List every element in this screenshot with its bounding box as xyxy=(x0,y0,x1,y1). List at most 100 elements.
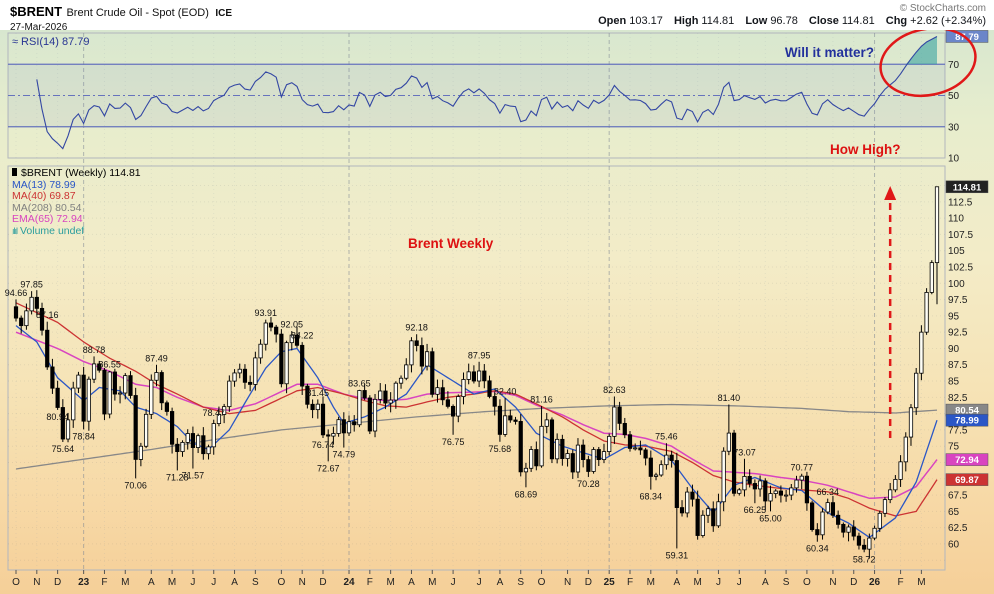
svg-text:25: 25 xyxy=(604,577,616,588)
svg-text:87.95: 87.95 xyxy=(468,350,491,360)
ema65-line xyxy=(15,331,938,500)
svg-text:M: M xyxy=(693,577,701,588)
open-value: 103.17 xyxy=(629,15,663,27)
svg-text:S: S xyxy=(252,577,259,588)
svg-text:107.5: 107.5 xyxy=(948,230,973,241)
legend-ma208: MA(208) 80.54 xyxy=(12,201,82,214)
svg-text:60: 60 xyxy=(948,539,960,550)
close-label: Close xyxy=(808,15,839,27)
high-value: 114.81 xyxy=(701,15,735,27)
low-label: Low xyxy=(745,15,768,27)
rsi-legend-label: RSI(14) 87.79 xyxy=(21,36,90,48)
svg-text:70: 70 xyxy=(948,60,960,71)
svg-text:M: M xyxy=(428,577,436,588)
gridlines xyxy=(8,33,945,570)
chart-header-right: © StockCharts.com Open 103.17 High 114.81 … xyxy=(590,3,986,27)
svg-text:S: S xyxy=(783,577,790,588)
svg-text:75.68: 75.68 xyxy=(489,444,512,454)
svg-text:66.34: 66.34 xyxy=(816,487,839,497)
annotation-brent-weekly: Brent Weekly xyxy=(408,236,494,251)
svg-text:68.69: 68.69 xyxy=(515,489,538,499)
svg-text:65: 65 xyxy=(948,507,960,518)
copyright-label: © StockCharts.com xyxy=(899,3,986,14)
svg-text:62.5: 62.5 xyxy=(948,523,968,534)
chart-title-line: $BRENT Brent Crude Oil - Spot (EOD) ICE xyxy=(10,3,232,21)
svg-text:74.79: 74.79 xyxy=(333,450,356,460)
svg-text:71.57: 71.57 xyxy=(182,471,205,481)
svg-text:66.25: 66.25 xyxy=(744,505,767,515)
legend-ma13: MA(13) 78.99 xyxy=(12,178,76,191)
svg-text:78.84: 78.84 xyxy=(72,431,95,441)
svg-text:93.91: 93.91 xyxy=(254,308,277,318)
svg-text:85: 85 xyxy=(948,377,960,388)
svg-text:75: 75 xyxy=(948,442,960,453)
svg-text:A: A xyxy=(231,577,238,588)
close-value: 114.81 xyxy=(841,15,875,27)
svg-text:70.77: 70.77 xyxy=(790,462,813,472)
svg-text:O: O xyxy=(12,577,20,588)
svg-text:83.65: 83.65 xyxy=(348,378,371,388)
svg-text:A: A xyxy=(148,577,155,588)
svg-text:O: O xyxy=(277,577,285,588)
chg-label: Chg xyxy=(885,15,908,27)
svg-text:24: 24 xyxy=(343,577,355,588)
svg-text:60.34: 60.34 xyxy=(806,544,829,554)
chg-value: +2.62 (+2.34%) xyxy=(910,15,986,27)
symbol-description: Brent Crude Oil - Spot (EOD) xyxy=(66,7,209,19)
svg-text:77.5: 77.5 xyxy=(948,425,968,436)
main-legend: $BRENT (Weekly) 114.81 MA(13) 78.99 MA(4… xyxy=(12,167,141,238)
svg-text:70.06: 70.06 xyxy=(124,480,147,490)
svg-text:72.94: 72.94 xyxy=(955,455,979,466)
high-label: High xyxy=(673,15,699,27)
svg-text:88.78: 88.78 xyxy=(83,345,106,355)
svg-text:69.87: 69.87 xyxy=(955,475,979,486)
svg-text:73.07: 73.07 xyxy=(733,447,756,457)
chart-background xyxy=(0,30,994,594)
svg-text:D: D xyxy=(850,577,857,588)
svg-text:M: M xyxy=(386,577,394,588)
rsi-legend: ≈ RSI(14) 87.79 xyxy=(12,36,90,48)
svg-text:72.67: 72.67 xyxy=(317,463,340,473)
ma13-line xyxy=(15,325,938,539)
svg-text:F: F xyxy=(367,577,373,588)
svg-text:94.66: 94.66 xyxy=(5,288,28,298)
svg-text:J: J xyxy=(716,577,721,588)
svg-text:J: J xyxy=(477,577,482,588)
ma208-line xyxy=(15,403,938,470)
svg-text:A: A xyxy=(408,577,415,588)
svg-text:M: M xyxy=(917,577,925,588)
open-label: Open xyxy=(598,15,627,27)
axes: O N D 23 F M A M J J A S O N D 24 F M A M J J A S O N D 25 F M A M J J A S O… xyxy=(12,60,973,588)
svg-text:81.16: 81.16 xyxy=(530,395,553,405)
svg-text:81.45: 81.45 xyxy=(307,388,330,398)
svg-text:M: M xyxy=(121,577,129,588)
svg-text:30: 30 xyxy=(948,122,960,133)
symbol-label: $BRENT xyxy=(10,4,63,19)
chart-header-left: $BRENT Brent Crude Oil - Spot (EOD) ICE … xyxy=(10,3,232,33)
candlesticks xyxy=(13,186,940,559)
svg-text:76.74: 76.74 xyxy=(312,440,335,450)
svg-text:90: 90 xyxy=(948,344,960,355)
svg-text:114.81: 114.81 xyxy=(953,182,982,193)
quote-bar: Open 103.17 High 114.81 Low 96.78 Close 114.… xyxy=(590,15,986,27)
svg-text:80.54: 80.54 xyxy=(955,406,979,417)
svg-text:78.47: 78.47 xyxy=(202,408,225,418)
svg-text:95: 95 xyxy=(948,311,960,322)
svg-text:87.5: 87.5 xyxy=(948,360,968,371)
svg-text:N: N xyxy=(829,577,836,588)
arrow-head xyxy=(884,186,897,200)
svg-text:N: N xyxy=(33,577,40,588)
svg-text:F: F xyxy=(627,577,633,588)
svg-text:J: J xyxy=(211,577,216,588)
svg-text:D: D xyxy=(319,577,326,588)
svg-text:58.72: 58.72 xyxy=(853,554,876,564)
exchange-label: ICE xyxy=(215,8,233,19)
svg-text:70.28: 70.28 xyxy=(577,479,600,489)
svg-text:J: J xyxy=(451,577,456,588)
svg-text:80.94: 80.94 xyxy=(46,412,69,422)
svg-text:N: N xyxy=(299,577,306,588)
legend-volume: ılıl Volume undef xyxy=(12,225,141,238)
